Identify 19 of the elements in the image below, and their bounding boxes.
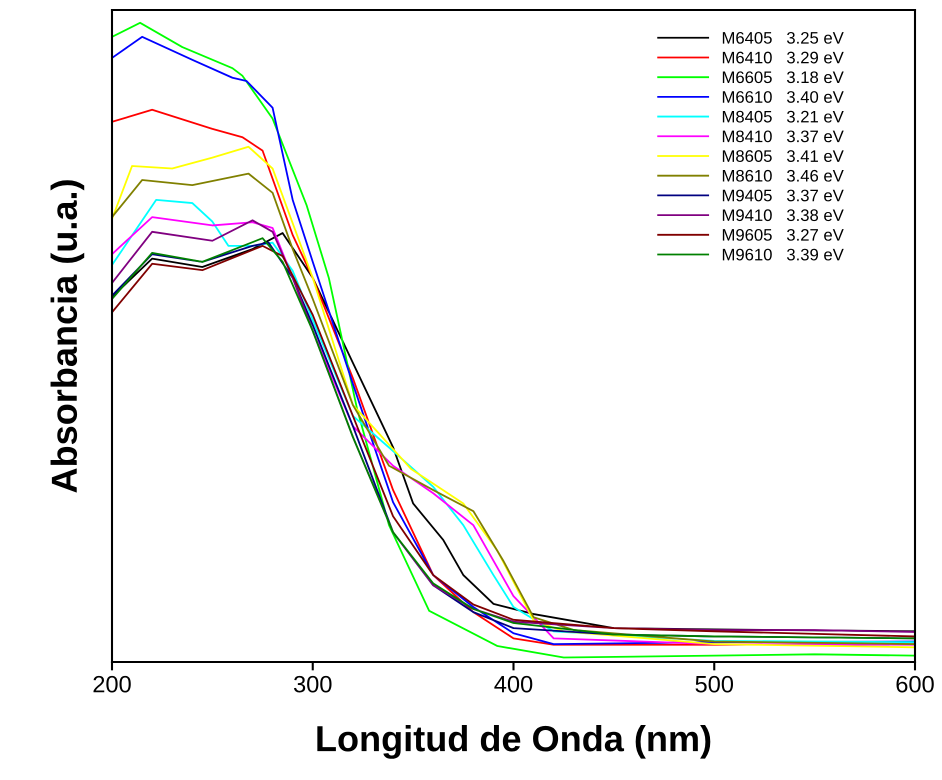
legend-label: M9410 3.38 eV <box>722 209 844 222</box>
y-axis-title: Absorbancia (u.a.) <box>50 180 84 493</box>
legend-label: M6405 3.25 eV <box>722 32 844 44</box>
x-tick-label: 400 <box>494 676 532 693</box>
legend-label: M9610 3.39 eV <box>722 248 844 260</box>
legend-label: M6410 3.29 eV <box>722 52 844 64</box>
legend-label: M8605 3.41 eV <box>722 150 844 162</box>
legend-label: M9605 3.27 eV <box>722 228 844 241</box>
legend-label: M6605 3.18 eV <box>722 71 844 84</box>
x-tick-label: 200 <box>93 676 131 693</box>
x-axis-title: Longitud de Onda (nm) <box>317 724 710 759</box>
legend-label: M6610 3.40 eV <box>722 91 844 103</box>
x-tick-label: 600 <box>896 676 934 693</box>
x-tick-label: 300 <box>294 676 332 693</box>
legend-label: M9405 3.37 eV <box>722 190 844 202</box>
legend-label: M8410 3.37 eV <box>722 130 844 142</box>
legend-label: M8405 3.21 eV <box>722 110 844 123</box>
x-tick-label: 500 <box>696 676 734 693</box>
legend-label: M8610 3.46 eV <box>722 170 844 182</box>
